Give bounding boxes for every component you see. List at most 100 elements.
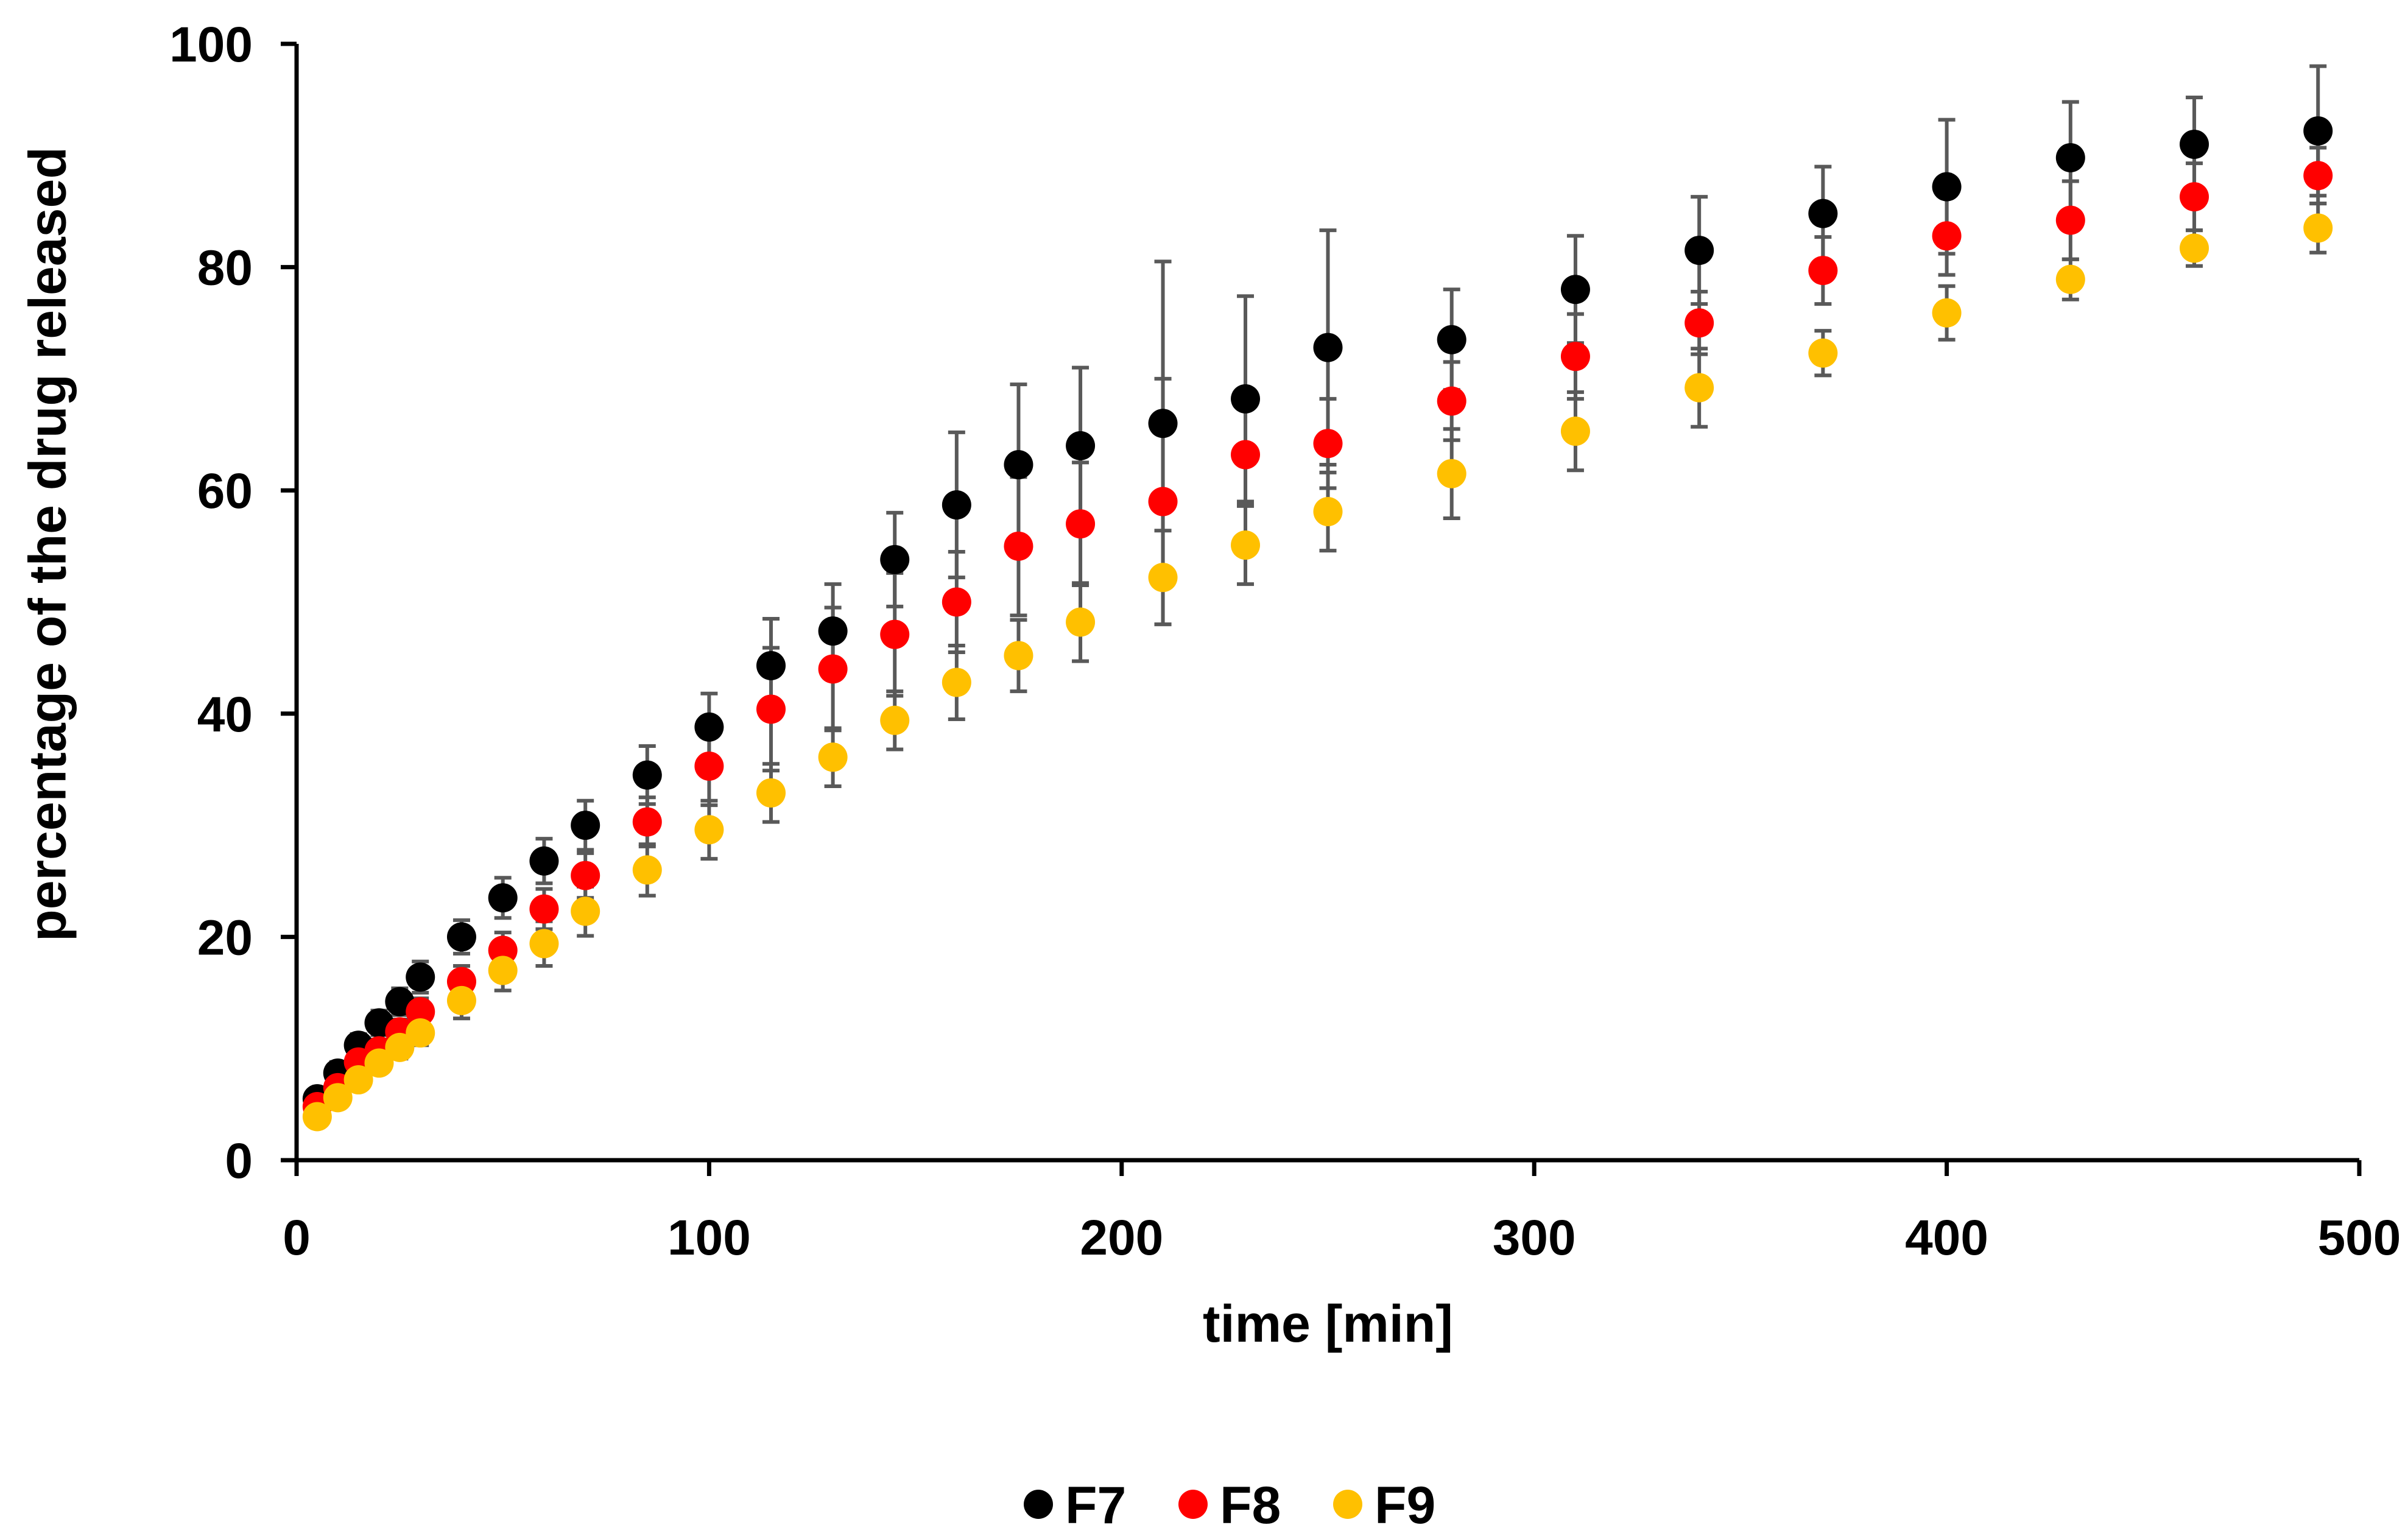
axes: 0 20 40 60 80 100 0 100 200 300 400 500 [169,17,2401,1266]
data-point [1231,530,1261,560]
data-point [756,778,786,808]
data-points [302,116,2333,1132]
data-point [942,490,971,520]
x-tick-label: 500 [2318,1210,2401,1266]
x-tick-label: 100 [667,1210,751,1266]
data-point [694,712,724,742]
data-point [1231,440,1261,470]
data-point [1808,256,1838,286]
data-point [632,855,662,885]
x-ticks: 0 100 200 300 400 500 [283,1160,2401,1266]
legend-marker [1178,1490,1208,1519]
data-point [1313,429,1343,459]
data-point [364,1048,394,1078]
legend: F7 F8 F9 [1024,1476,1435,1535]
y-tick-label: 40 [197,687,253,742]
data-point [1148,487,1178,516]
y-tick-label: 80 [197,241,253,296]
data-point [2303,213,2333,243]
data-point [1313,497,1343,527]
legend-label: F8 [1220,1476,1281,1535]
data-point [1066,607,1096,637]
y-axis-title: percentage of the drug released [19,147,77,942]
data-point [632,807,662,837]
data-point [1004,531,1033,561]
data-point [1560,275,1590,305]
legend-item-f7: F7 [1024,1476,1126,1535]
data-point [880,544,910,574]
data-point [446,985,476,1015]
y-tick-label: 0 [225,1133,253,1189]
data-point [694,751,724,781]
x-tick-label: 0 [283,1210,311,1266]
data-point [488,883,518,913]
data-point [1066,431,1096,460]
data-point [1437,325,1466,354]
data-point [1437,386,1466,416]
series-f7 [302,116,2333,1114]
y-tick-label: 60 [197,463,253,519]
data-point [1148,409,1178,438]
data-point [2180,182,2209,212]
data-point [1313,333,1343,362]
data-point [2055,264,2085,294]
plot-area [302,64,2333,1132]
data-point [529,929,559,959]
legend-marker [1024,1490,1053,1519]
data-point [2303,161,2333,191]
data-point [1685,373,1714,403]
data-point [323,1083,353,1113]
legend-label: F7 [1065,1476,1126,1535]
legend-label: F9 [1375,1476,1435,1535]
x-tick-label: 200 [1080,1210,1163,1266]
data-point [942,667,971,697]
data-point [1560,417,1590,446]
data-point [406,962,435,992]
data-point [756,650,786,680]
x-tick-label: 300 [1493,1210,1576,1266]
y-tick-label: 20 [197,910,253,965]
data-point [694,815,724,845]
data-point [1685,308,1714,338]
data-point [632,760,662,790]
data-point [1808,338,1838,368]
data-point [880,705,910,735]
data-point [1231,384,1261,414]
x-axis-title: time [min] [1203,1295,1453,1353]
data-point [1004,641,1033,671]
y-tick-label: 100 [169,17,253,72]
legend-item-f9: F9 [1333,1476,1435,1535]
legend-item-f8: F8 [1178,1476,1281,1535]
data-point [1066,509,1096,539]
data-point [1932,298,1962,328]
data-point [1685,236,1714,266]
data-point [529,846,559,876]
data-point [406,997,435,1027]
data-point [385,1032,415,1062]
y-ticks: 0 20 40 60 80 100 [169,17,297,1189]
data-point [818,654,848,684]
x-tick-label: 400 [1905,1210,1988,1266]
data-point [818,616,848,646]
data-point [2180,129,2209,159]
data-point [2055,143,2085,172]
data-point [446,922,476,952]
data-point [2180,233,2209,263]
data-point [1560,342,1590,372]
data-point [2055,205,2085,235]
data-point [488,956,518,985]
data-point [942,587,971,617]
data-point [756,694,786,724]
data-point [1004,450,1033,480]
data-point [302,1102,332,1132]
data-point [1932,221,1962,251]
data-point [880,619,910,649]
data-point [571,811,600,840]
data-point [571,861,600,890]
series-f9 [302,213,2333,1132]
data-point [1148,563,1178,593]
data-point [343,1065,373,1095]
data-point [2303,116,2333,146]
data-point [571,896,600,926]
